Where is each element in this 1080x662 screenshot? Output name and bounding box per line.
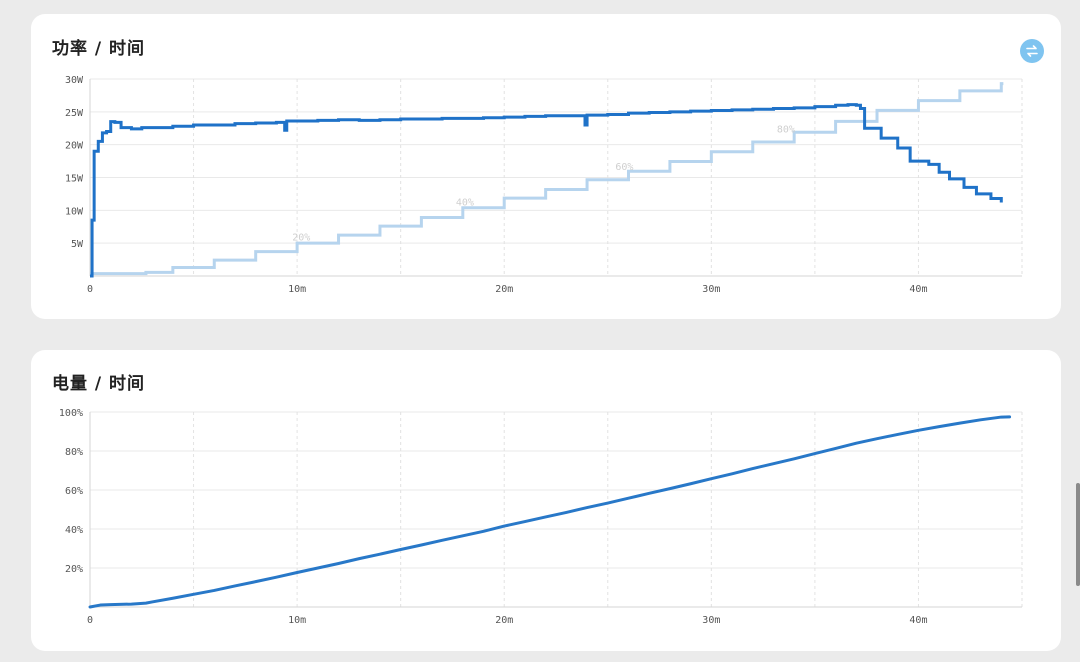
battery-y-tick-label: 80% bbox=[65, 447, 83, 458]
power-x-tick-label: 30m bbox=[702, 284, 720, 295]
scrollbar[interactable] bbox=[1076, 483, 1080, 586]
battery-line bbox=[88, 415, 1012, 609]
battery-x-tick-label: 30m bbox=[702, 615, 720, 626]
power-chart: 5W 10W 15W 20W 25W 30W 0 10m 20m 30m 40m 20% 40% 60% 8… bbox=[65, 75, 1023, 295]
power-x-tick-label: 20m bbox=[495, 284, 513, 295]
battery-y-tick-label: 20% bbox=[65, 564, 83, 575]
battery-x-tick-label: 10m bbox=[288, 615, 306, 626]
battery-chart-card: 电量 / 时间 20% 40% 60% 80% 100% 0 10m 20m 30m 40m bbox=[31, 350, 1061, 651]
power-x-tick-label: 40m bbox=[909, 284, 927, 295]
battery-x-tick-label: 20m bbox=[495, 615, 513, 626]
battery-y-tick-label: 100% bbox=[59, 408, 83, 419]
battery-x-tick-label: 0 bbox=[87, 615, 93, 626]
battery-y-tick-label: 40% bbox=[65, 525, 83, 536]
battery-x-tick-label: 40m bbox=[909, 615, 927, 626]
power-y-tick-label: 25W bbox=[65, 108, 84, 119]
power-line bbox=[90, 103, 1003, 278]
power-y-tick-label: 10W bbox=[65, 206, 84, 217]
power-y-tick-label: 5W bbox=[71, 239, 84, 250]
swap-arrows-icon[interactable] bbox=[1020, 39, 1044, 63]
battery-chart-title: 电量 / 时间 bbox=[52, 374, 146, 394]
overlay-percent-label: 40% bbox=[456, 197, 474, 208]
power-y-tick-label: 15W bbox=[65, 174, 84, 185]
power-chart-card: 功率 / 时间 5W 10W 15W 20W 25W 30W 0 10m 20m 30m 40m 20… bbox=[31, 14, 1061, 319]
power-x-tick-label: 0 bbox=[87, 284, 93, 295]
power-chart-title: 功率 / 时间 bbox=[52, 39, 146, 59]
power-y-tick-label: 20W bbox=[65, 141, 84, 152]
battery-overlay-line bbox=[90, 82, 1004, 276]
battery-chart: 20% 40% 60% 80% 100% 0 10m 20m 30m 40m bbox=[59, 408, 1023, 626]
power-y-tick-label: 30W bbox=[65, 75, 84, 86]
overlay-percent-label: 60% bbox=[615, 162, 633, 173]
overlay-percent-label: 20% bbox=[292, 232, 310, 243]
power-x-tick-label: 10m bbox=[288, 284, 306, 295]
battery-y-tick-label: 60% bbox=[65, 486, 83, 497]
overlay-percent-label: 80% bbox=[777, 124, 795, 135]
